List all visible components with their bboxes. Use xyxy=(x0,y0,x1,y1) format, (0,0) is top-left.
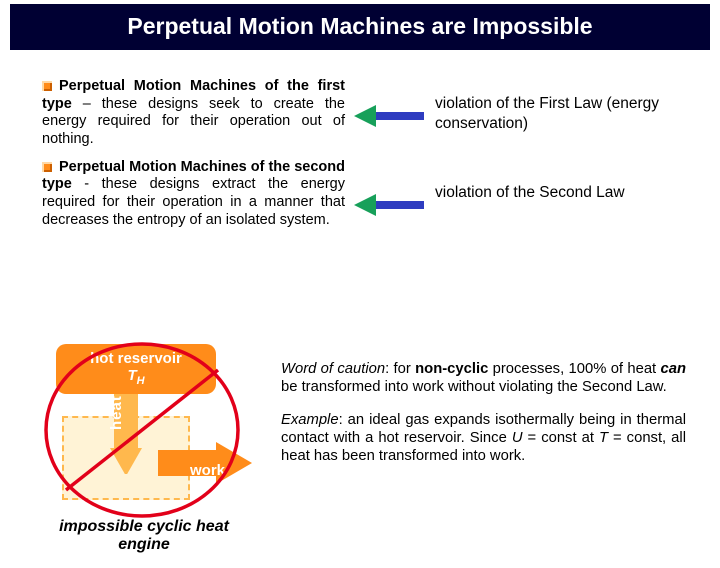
paragraph-column: Word of caution: for non-cyclic processe… xyxy=(275,338,720,568)
arrow-left-icon xyxy=(354,104,426,128)
bullet-icon xyxy=(42,81,52,91)
content-area: Perpetual Motion Machines of the first t… xyxy=(0,64,720,544)
heat-label: heat xyxy=(108,395,125,430)
heat-engine-diagram: hot reservoir TH heat work impossible cy… xyxy=(26,338,256,568)
arrow-left-icon xyxy=(354,193,426,217)
pmm2-text: Perpetual Motion Machines of the second … xyxy=(0,149,345,230)
hot-reservoir: hot reservoir TH xyxy=(56,344,216,394)
pmm2-arrow xyxy=(345,149,435,217)
caution-paragraph: Word of caution: for non-cyclic processe… xyxy=(281,360,686,397)
diagram-column: hot reservoir TH heat work impossible cy… xyxy=(0,338,275,568)
bullet-icon xyxy=(42,162,52,172)
lower-section: hot reservoir TH heat work impossible cy… xyxy=(0,338,720,568)
diagram-caption: impossible cyclic heat engine xyxy=(54,518,234,555)
example-paragraph: Example: an ideal gas expands isothermal… xyxy=(281,411,686,466)
reservoir-line1: hot reservoir xyxy=(90,351,182,368)
pmm2-row: Perpetual Motion Machines of the second … xyxy=(0,149,720,230)
pmm1-text: Perpetual Motion Machines of the first t… xyxy=(0,64,345,149)
pmm1-rest: – these designs seek to create the energ… xyxy=(42,96,345,147)
pmm1-row: Perpetual Motion Machines of the first t… xyxy=(0,64,720,149)
slide-title: Perpetual Motion Machines are Impossible xyxy=(10,4,710,50)
pmm1-arrow xyxy=(345,64,435,128)
pmm1-violation: violation of the First Law (energy conse… xyxy=(435,64,665,134)
pmm2-rest: - these designs extract the energy requi… xyxy=(42,176,345,227)
work-label: work xyxy=(190,462,225,479)
pmm2-violation: violation of the Second Law xyxy=(435,149,665,203)
reservoir-temp: TH xyxy=(127,368,144,387)
caution-lead: Word of caution xyxy=(281,361,385,377)
example-lead: Example xyxy=(281,412,339,428)
